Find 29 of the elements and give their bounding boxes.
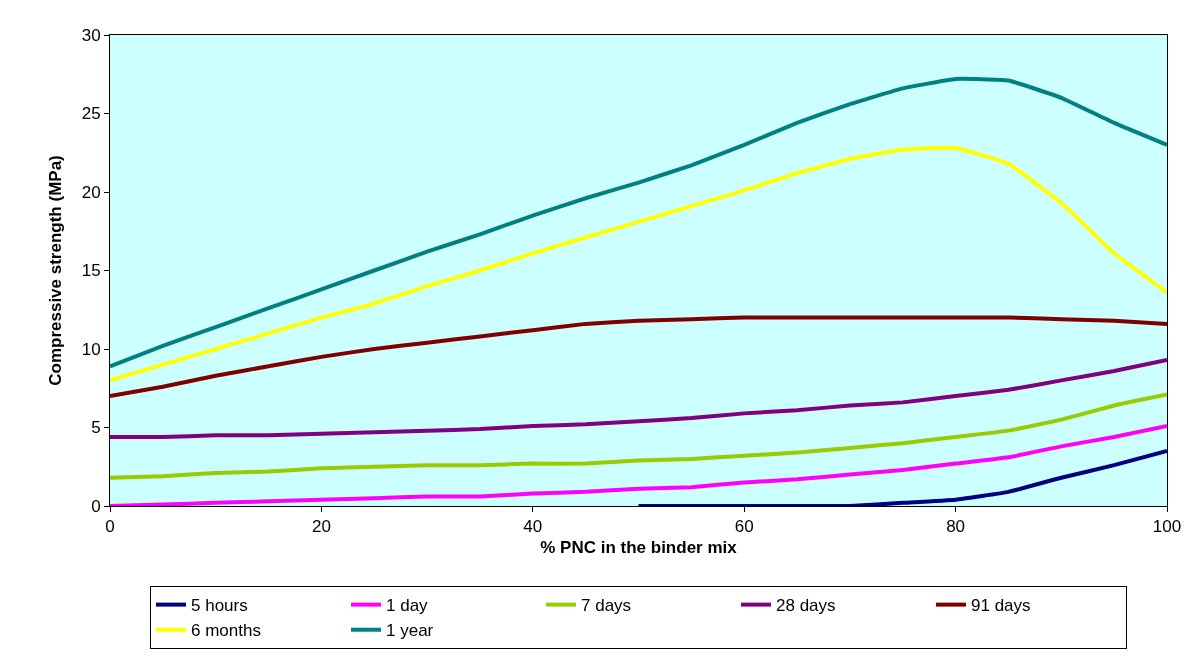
y-axis-title: Compressive strength (MPa) [46,155,66,386]
y-tick-label: 30 [81,25,101,45]
x-tick-label: 100 [1152,517,1182,537]
y-tick-label: 10 [81,339,101,359]
line-series [636,449,1167,506]
line-series [110,357,1167,439]
line-series [110,76,1167,369]
legend-label: 1 year [386,621,434,641]
y-tick-label: 15 [81,261,101,281]
legend-label: 28 days [776,596,836,616]
x-axis-title: % PNC in the binder mix [540,537,738,557]
legend-label: 7 days [581,596,632,616]
x-tick-label: 80 [946,517,966,537]
y-tick-label: 0 [91,496,101,516]
legend-label: 1 day [386,596,429,616]
x-tick-label: 0 [105,517,115,537]
y-tick-label: 5 [91,418,101,438]
x-tick-label: 20 [311,517,331,537]
legend-label: 5 hours [191,596,248,616]
line-series [110,392,1167,480]
x-tick-label: 40 [523,517,543,537]
line-series [110,423,1167,506]
legend-label: 6 months [191,621,261,641]
legend-label: 91 days [971,596,1031,616]
y-tick-label: 25 [81,104,101,124]
line-series [110,315,1167,399]
line-series [110,145,1167,383]
y-tick-label: 20 [81,182,101,202]
x-tick-label: 60 [734,517,754,537]
